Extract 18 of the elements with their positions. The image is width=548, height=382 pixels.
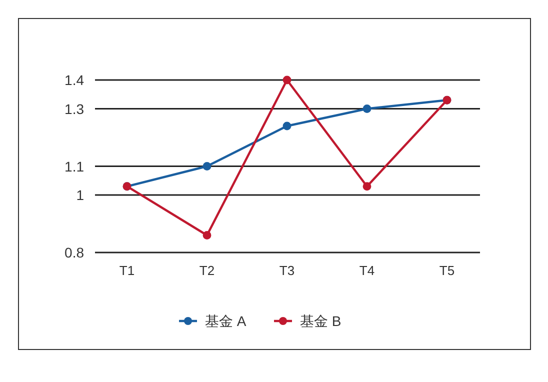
point bbox=[362, 104, 372, 113]
y-tick-label: 1.4 bbox=[64, 72, 84, 88]
legend-label: 基金 B bbox=[300, 313, 342, 329]
y-tick-label: 1.3 bbox=[64, 100, 84, 117]
x-tick-label: T3 bbox=[279, 263, 295, 278]
y-tick-label: 1 bbox=[76, 187, 84, 203]
legend-label: 基金 A bbox=[205, 313, 247, 329]
point bbox=[202, 231, 212, 240]
x-tick-label: T4 bbox=[359, 263, 375, 278]
point bbox=[202, 162, 212, 170]
x-tick-label: T5 bbox=[439, 263, 455, 278]
point bbox=[282, 122, 292, 130]
point bbox=[282, 76, 292, 84]
x-tick-label: T1 bbox=[119, 263, 135, 278]
x-tick-label: T2 bbox=[199, 263, 215, 278]
y-tick-label: 0.8 bbox=[64, 244, 84, 260]
point bbox=[362, 182, 372, 191]
y-tick-label: 1.1 bbox=[64, 158, 84, 174]
